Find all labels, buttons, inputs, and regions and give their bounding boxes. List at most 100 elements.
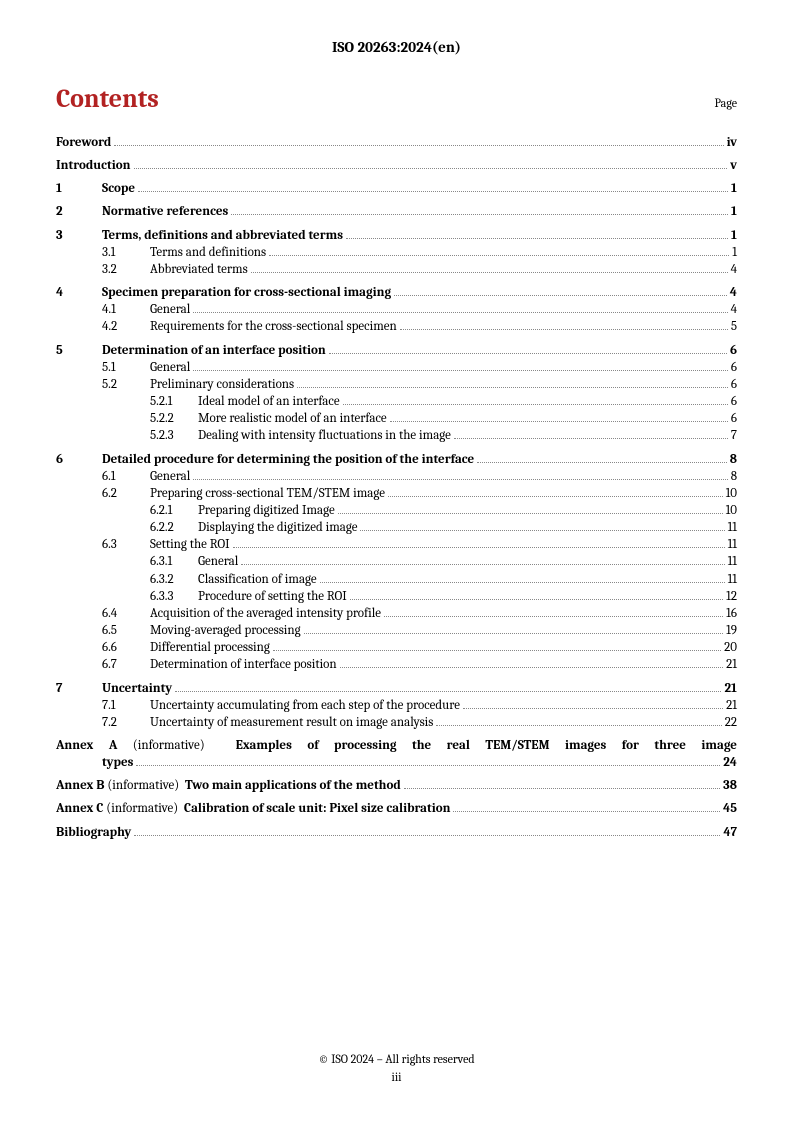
toc-page: 11 (728, 553, 737, 570)
toc-page: 1 (731, 203, 737, 220)
toc-entry-terms[interactable]: 3 Terms, definitions and abbreviated ter… (56, 227, 737, 244)
toc-page: 6 (731, 359, 737, 376)
toc-title: General (198, 553, 238, 570)
leader-dots (463, 708, 723, 709)
leader-dots (297, 387, 728, 388)
toc-title: Moving-averaged processing (150, 622, 301, 639)
toc-entry-6-2[interactable]: 6.2 Preparing cross-sectional TEM/STEM i… (56, 485, 737, 502)
leader-dots (338, 513, 723, 514)
toc-entry-6-2-1[interactable]: 6.2.1 Preparing digitized Image 10 (56, 502, 737, 519)
toc-subnum: 3.1 (102, 244, 150, 261)
toc-page: 11 (728, 536, 737, 553)
toc-entry-6-1[interactable]: 6.1 General 8 (56, 468, 737, 485)
toc-entry-3-2[interactable]: 3.2 Abbreviated terms 4 (56, 261, 737, 278)
toc-title: Abbreviated terms (150, 261, 248, 278)
toc-subnum: 4.1 (102, 301, 150, 318)
leader-dots (320, 582, 725, 583)
leader-dots (134, 835, 720, 836)
toc-entry-7-1[interactable]: 7.1 Uncertainty accumulating from each s… (56, 697, 737, 714)
toc-page: iv (727, 134, 737, 151)
toc-entry-foreword[interactable]: Foreword iv (56, 134, 737, 151)
toc-title: Introduction (56, 157, 131, 174)
leader-dots (329, 353, 727, 354)
toc-title: Foreword (56, 134, 111, 151)
leader-dots (360, 530, 724, 531)
toc-entry-6-4[interactable]: 6.4 Acquisition of the averaged intensit… (56, 605, 737, 622)
title-row: Contents Page (56, 84, 737, 114)
toc-num: 2 (56, 203, 102, 220)
toc-entry-5-2[interactable]: 5.2 Preliminary considerations 6 (56, 376, 737, 393)
toc-subnum: 6.5 (102, 622, 150, 639)
toc-entry-3-1[interactable]: 3.1 Terms and definitions 1 (56, 244, 737, 261)
toc-entry-scope[interactable]: 1 Scope 1 (56, 180, 737, 197)
toc-entry-5[interactable]: 5 Determination of an interface position… (56, 342, 737, 359)
toc-title: Bibliography (56, 824, 131, 841)
toc-subnum: 6.2 (102, 485, 150, 502)
toc-page: 38 (723, 777, 737, 794)
leader-dots (269, 255, 729, 256)
toc-subnum: 6.4 (102, 605, 150, 622)
toc-subsubnum: 6.3.2 (150, 571, 198, 588)
toc-num: 7 (56, 680, 102, 697)
toc-page: 20 (724, 639, 737, 656)
toc-entry-introduction[interactable]: Introduction v (56, 157, 737, 174)
toc-subsubnum: 6.2.1 (150, 502, 198, 519)
toc-entry-6-3-1[interactable]: 6.3.1 General 11 (56, 553, 737, 570)
toc-entry-5-2-3[interactable]: 5.2.3 Dealing with intensity fluctuation… (56, 427, 737, 444)
leader-dots (193, 479, 727, 480)
toc-title: Preliminary considerations (150, 376, 294, 393)
contents-heading: Contents (56, 84, 159, 114)
toc-entry-4-2[interactable]: 4.2 Requirements for the cross-sectional… (56, 318, 737, 335)
leader-dots (404, 788, 720, 789)
toc-entry-5-2-1[interactable]: 5.2.1 Ideal model of an interface 6 (56, 393, 737, 410)
toc-entry-5-2-2[interactable]: 5.2.2 More realistic model of an interfa… (56, 410, 737, 427)
toc-entry-6-7[interactable]: 6.7 Determination of interface position … (56, 656, 737, 673)
toc-title: Procedure of setting the ROI (198, 588, 347, 605)
toc-entry-annex-b[interactable]: Annex B (informative) Two main applicati… (56, 777, 737, 794)
toc-title: Terms and definitions (150, 244, 266, 261)
toc-entry-7-2[interactable]: 7.2 Uncertainty of measurement result on… (56, 714, 737, 731)
toc-page: 21 (726, 697, 737, 714)
toc-entry-4-1[interactable]: 4.1 General 4 (56, 301, 737, 318)
toc-entry-annex-a[interactable]: Annex A (informative) Examples of proces… (56, 737, 737, 771)
toc-subsubnum: 6.3.1 (150, 553, 198, 570)
toc-page: 1 (731, 180, 737, 197)
table-of-contents: Foreword iv Introduction v 1 Scope 1 2 N… (56, 134, 737, 841)
toc-entry-6-3[interactable]: 6.3 Setting the ROI 11 (56, 536, 737, 553)
toc-subsubnum: 5.2.3 (150, 427, 198, 444)
toc-subsubnum: 6.3.3 (150, 588, 198, 605)
toc-entry-bibliography[interactable]: Bibliography 47 (56, 824, 737, 841)
toc-page: 4 (731, 261, 737, 278)
leader-dots (453, 811, 720, 812)
toc-entry-annex-c[interactable]: Annex C (informative) Calibration of sca… (56, 800, 737, 817)
toc-entry-4[interactable]: 4 Specimen preparation for cross-section… (56, 284, 737, 301)
leader-dots (400, 329, 728, 330)
toc-subnum: 7.2 (102, 714, 150, 731)
toc-entry-6-2-2[interactable]: 6.2.2 Displaying the digitized image 11 (56, 519, 737, 536)
toc-title: General (150, 301, 190, 318)
toc-entry-6-3-3[interactable]: 6.3.3 Procedure of setting the ROI 12 (56, 588, 737, 605)
toc-entry-6-5[interactable]: 6.5 Moving-averaged processing 19 (56, 622, 737, 639)
toc-title: Determination of an interface position (102, 342, 326, 359)
toc-title: Preparing digitized Image (198, 502, 335, 519)
toc-num: 4 (56, 284, 102, 301)
toc-entry-6-3-2[interactable]: 6.3.2 Classification of image 11 (56, 571, 737, 588)
toc-entry-7[interactable]: 7 Uncertainty 21 (56, 680, 737, 697)
toc-page: 21 (726, 656, 737, 673)
toc-page: 8 (730, 451, 737, 468)
annex-b-text: Annex B (informative) Two main applicati… (56, 777, 401, 794)
toc-page: 6 (731, 376, 737, 393)
toc-entry-6[interactable]: 6 Detailed procedure for determining the… (56, 451, 737, 468)
toc-title: Scope (102, 180, 135, 197)
leader-dots (138, 191, 728, 192)
toc-page: 10 (726, 502, 737, 519)
toc-title: Differential processing (150, 639, 270, 656)
toc-title: General (150, 359, 190, 376)
leader-dots (241, 564, 724, 565)
toc-entry-normative[interactable]: 2 Normative references 1 (56, 203, 737, 220)
toc-subnum: 3.2 (102, 261, 150, 278)
toc-entry-6-6[interactable]: 6.6 Differential processing 20 (56, 639, 737, 656)
toc-title: General (150, 468, 190, 485)
toc-entry-5-1[interactable]: 5.1 General 6 (56, 359, 737, 376)
page-column-label: Page (715, 96, 737, 110)
